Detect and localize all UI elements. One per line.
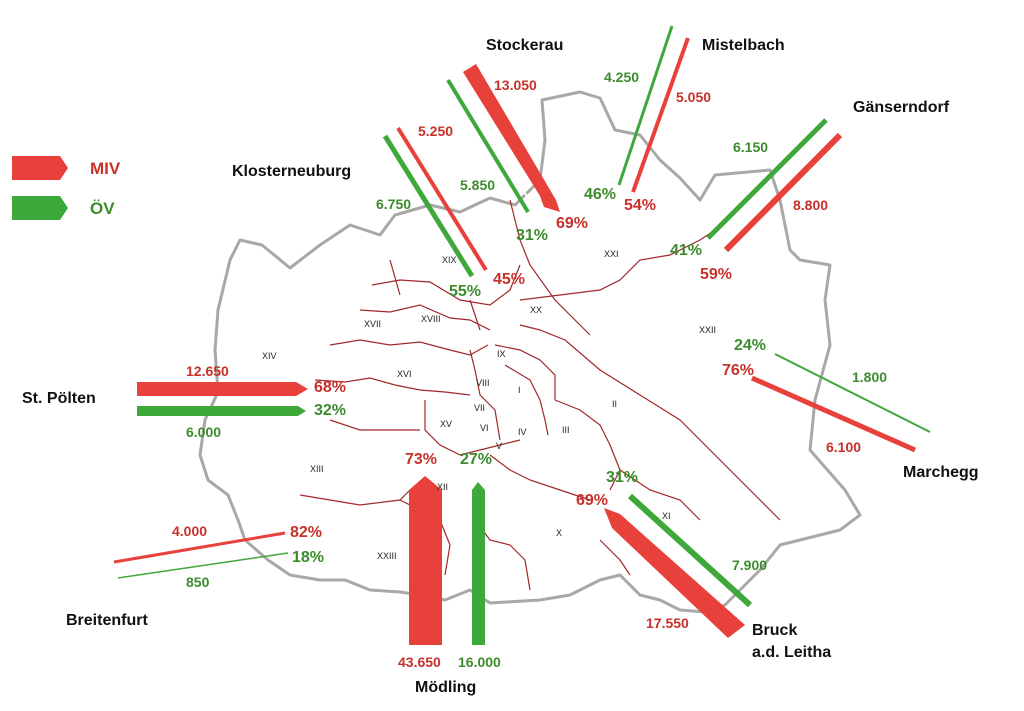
stpoelten-oev-value: 6.000 <box>186 424 222 440</box>
city-moedling: Mödling <box>415 679 477 696</box>
bruck-oev-arrow <box>627 493 753 608</box>
moedling-oev-value: 16.000 <box>458 654 501 670</box>
stpoelten-miv-share: 68% <box>314 379 347 396</box>
city-marchegg: Marchegg <box>903 464 979 481</box>
city-mistelbach: Mistelbach <box>702 37 785 54</box>
moedling-miv-arrow <box>409 476 442 645</box>
marchegg-oev-share: 24% <box>734 337 767 354</box>
district-label: XIII <box>310 464 324 474</box>
district-label: XIV <box>262 351 277 361</box>
bruck-oev-value: 7.900 <box>732 557 768 573</box>
district-label: X <box>556 528 563 538</box>
district-label: I <box>518 385 521 395</box>
marchegg-oev-arrow <box>774 353 931 433</box>
stockerau-oev-arrow <box>446 78 530 214</box>
klosterneuburg-oev-value: 6.750 <box>376 196 412 212</box>
gaenserndorf-miv-arrow <box>723 132 843 253</box>
stpoelten-miv-arrow <box>137 382 308 396</box>
klosterneuburg-oev-arrow <box>382 134 475 278</box>
marchegg-oev-value: 1.800 <box>852 369 888 385</box>
legend-miv-label: MIV <box>90 159 121 178</box>
district-label: IV <box>518 427 527 437</box>
bruck-oev-share: 31% <box>606 469 639 486</box>
district-label: XX <box>530 305 543 315</box>
legend-oev-label: ÖV <box>90 199 115 218</box>
district-label: IX <box>497 349 506 359</box>
city-breitenfurt: Breitenfurt <box>66 612 148 629</box>
district-label: XXII <box>699 325 717 335</box>
mistelbach-oev-value: 4.250 <box>604 69 640 85</box>
moedling-oev-share: 27% <box>460 451 493 468</box>
mistelbach-miv-arrow <box>631 37 690 193</box>
stockerau-miv-share: 69% <box>556 215 589 232</box>
district-label: VII <box>474 403 486 413</box>
marchegg-miv-arrow <box>750 375 917 453</box>
klosterneuburg-miv-share: 45% <box>493 271 526 288</box>
marchegg-miv-share: 76% <box>722 362 755 379</box>
city-st-poelten: St. Pölten <box>22 390 96 407</box>
stockerau-miv-arrow <box>463 64 560 212</box>
stockerau-oev-share: 31% <box>516 227 549 244</box>
moedling-miv-share: 73% <box>405 451 438 468</box>
district-label: XVIII <box>421 314 441 324</box>
district-label: II <box>612 399 618 409</box>
gaenserndorf-oev-value: 6.150 <box>733 139 769 155</box>
breitenfurt-oev-arrow <box>117 552 289 579</box>
breitenfurt-miv-arrow <box>113 531 286 564</box>
district-label: XI <box>662 511 671 521</box>
moedling-oev-arrow <box>472 482 485 645</box>
gaenserndorf-oev-share: 41% <box>670 242 703 259</box>
marchegg-miv-value: 6.100 <box>826 439 862 455</box>
district-lines <box>299 199 781 591</box>
gaenserndorf-oev-arrow <box>706 118 828 240</box>
breitenfurt-miv-share: 82% <box>290 524 323 541</box>
gaenserndorf-miv-share: 59% <box>700 266 733 283</box>
gaenserndorf-miv-value: 8.800 <box>793 197 829 213</box>
city-klosterneuburg: Klosterneuburg <box>232 163 352 180</box>
mistelbach-miv-share: 54% <box>624 197 657 214</box>
city-bruck-leitha: Bruck a.d. Leitha <box>752 622 832 661</box>
breitenfurt-oev-share: 18% <box>292 549 325 566</box>
legend-miv-swatch <box>12 156 68 180</box>
mistelbach-oev-share: 46% <box>584 186 617 203</box>
district-label: XV <box>440 419 453 429</box>
stockerau-oev-value: 5.850 <box>460 177 496 193</box>
flow-arrows <box>113 25 931 645</box>
klosterneuburg-miv-arrow <box>396 126 488 272</box>
district-label: XII <box>437 482 449 492</box>
bruck-miv-arrow <box>604 508 745 638</box>
legend-oev-swatch <box>12 196 68 220</box>
city-stockerau: Stockerau <box>486 37 564 54</box>
stpoelten-oev-share: 32% <box>314 402 347 419</box>
mistelbach-oev-arrow <box>617 25 674 186</box>
klosterneuburg-miv-value: 5.250 <box>418 123 454 139</box>
district-label: XXI <box>604 249 619 259</box>
breitenfurt-miv-value: 4.000 <box>172 523 208 539</box>
klosterneuburg-oev-share: 55% <box>449 283 482 300</box>
breitenfurt-oev-value: 850 <box>186 574 210 590</box>
stockerau-miv-value: 13.050 <box>494 77 537 93</box>
district-label: III <box>562 425 570 435</box>
district-label: XVI <box>397 369 412 379</box>
bruck-miv-share: 69% <box>576 492 609 509</box>
district-label: VI <box>480 423 489 433</box>
bruck-miv-value: 17.550 <box>646 615 689 631</box>
district-label: V <box>496 441 503 451</box>
district-label: VIII <box>476 378 490 388</box>
district-label: XIX <box>442 255 457 265</box>
city-gaenserndorf: Gänserndorf <box>853 99 950 116</box>
district-label: XXIII <box>377 551 397 561</box>
district-label: XVII <box>364 319 382 329</box>
moedling-miv-value: 43.650 <box>398 654 441 670</box>
mistelbach-miv-value: 5.050 <box>676 89 712 105</box>
stpoelten-miv-value: 12.650 <box>186 363 229 379</box>
stpoelten-oev-arrow <box>137 406 306 416</box>
